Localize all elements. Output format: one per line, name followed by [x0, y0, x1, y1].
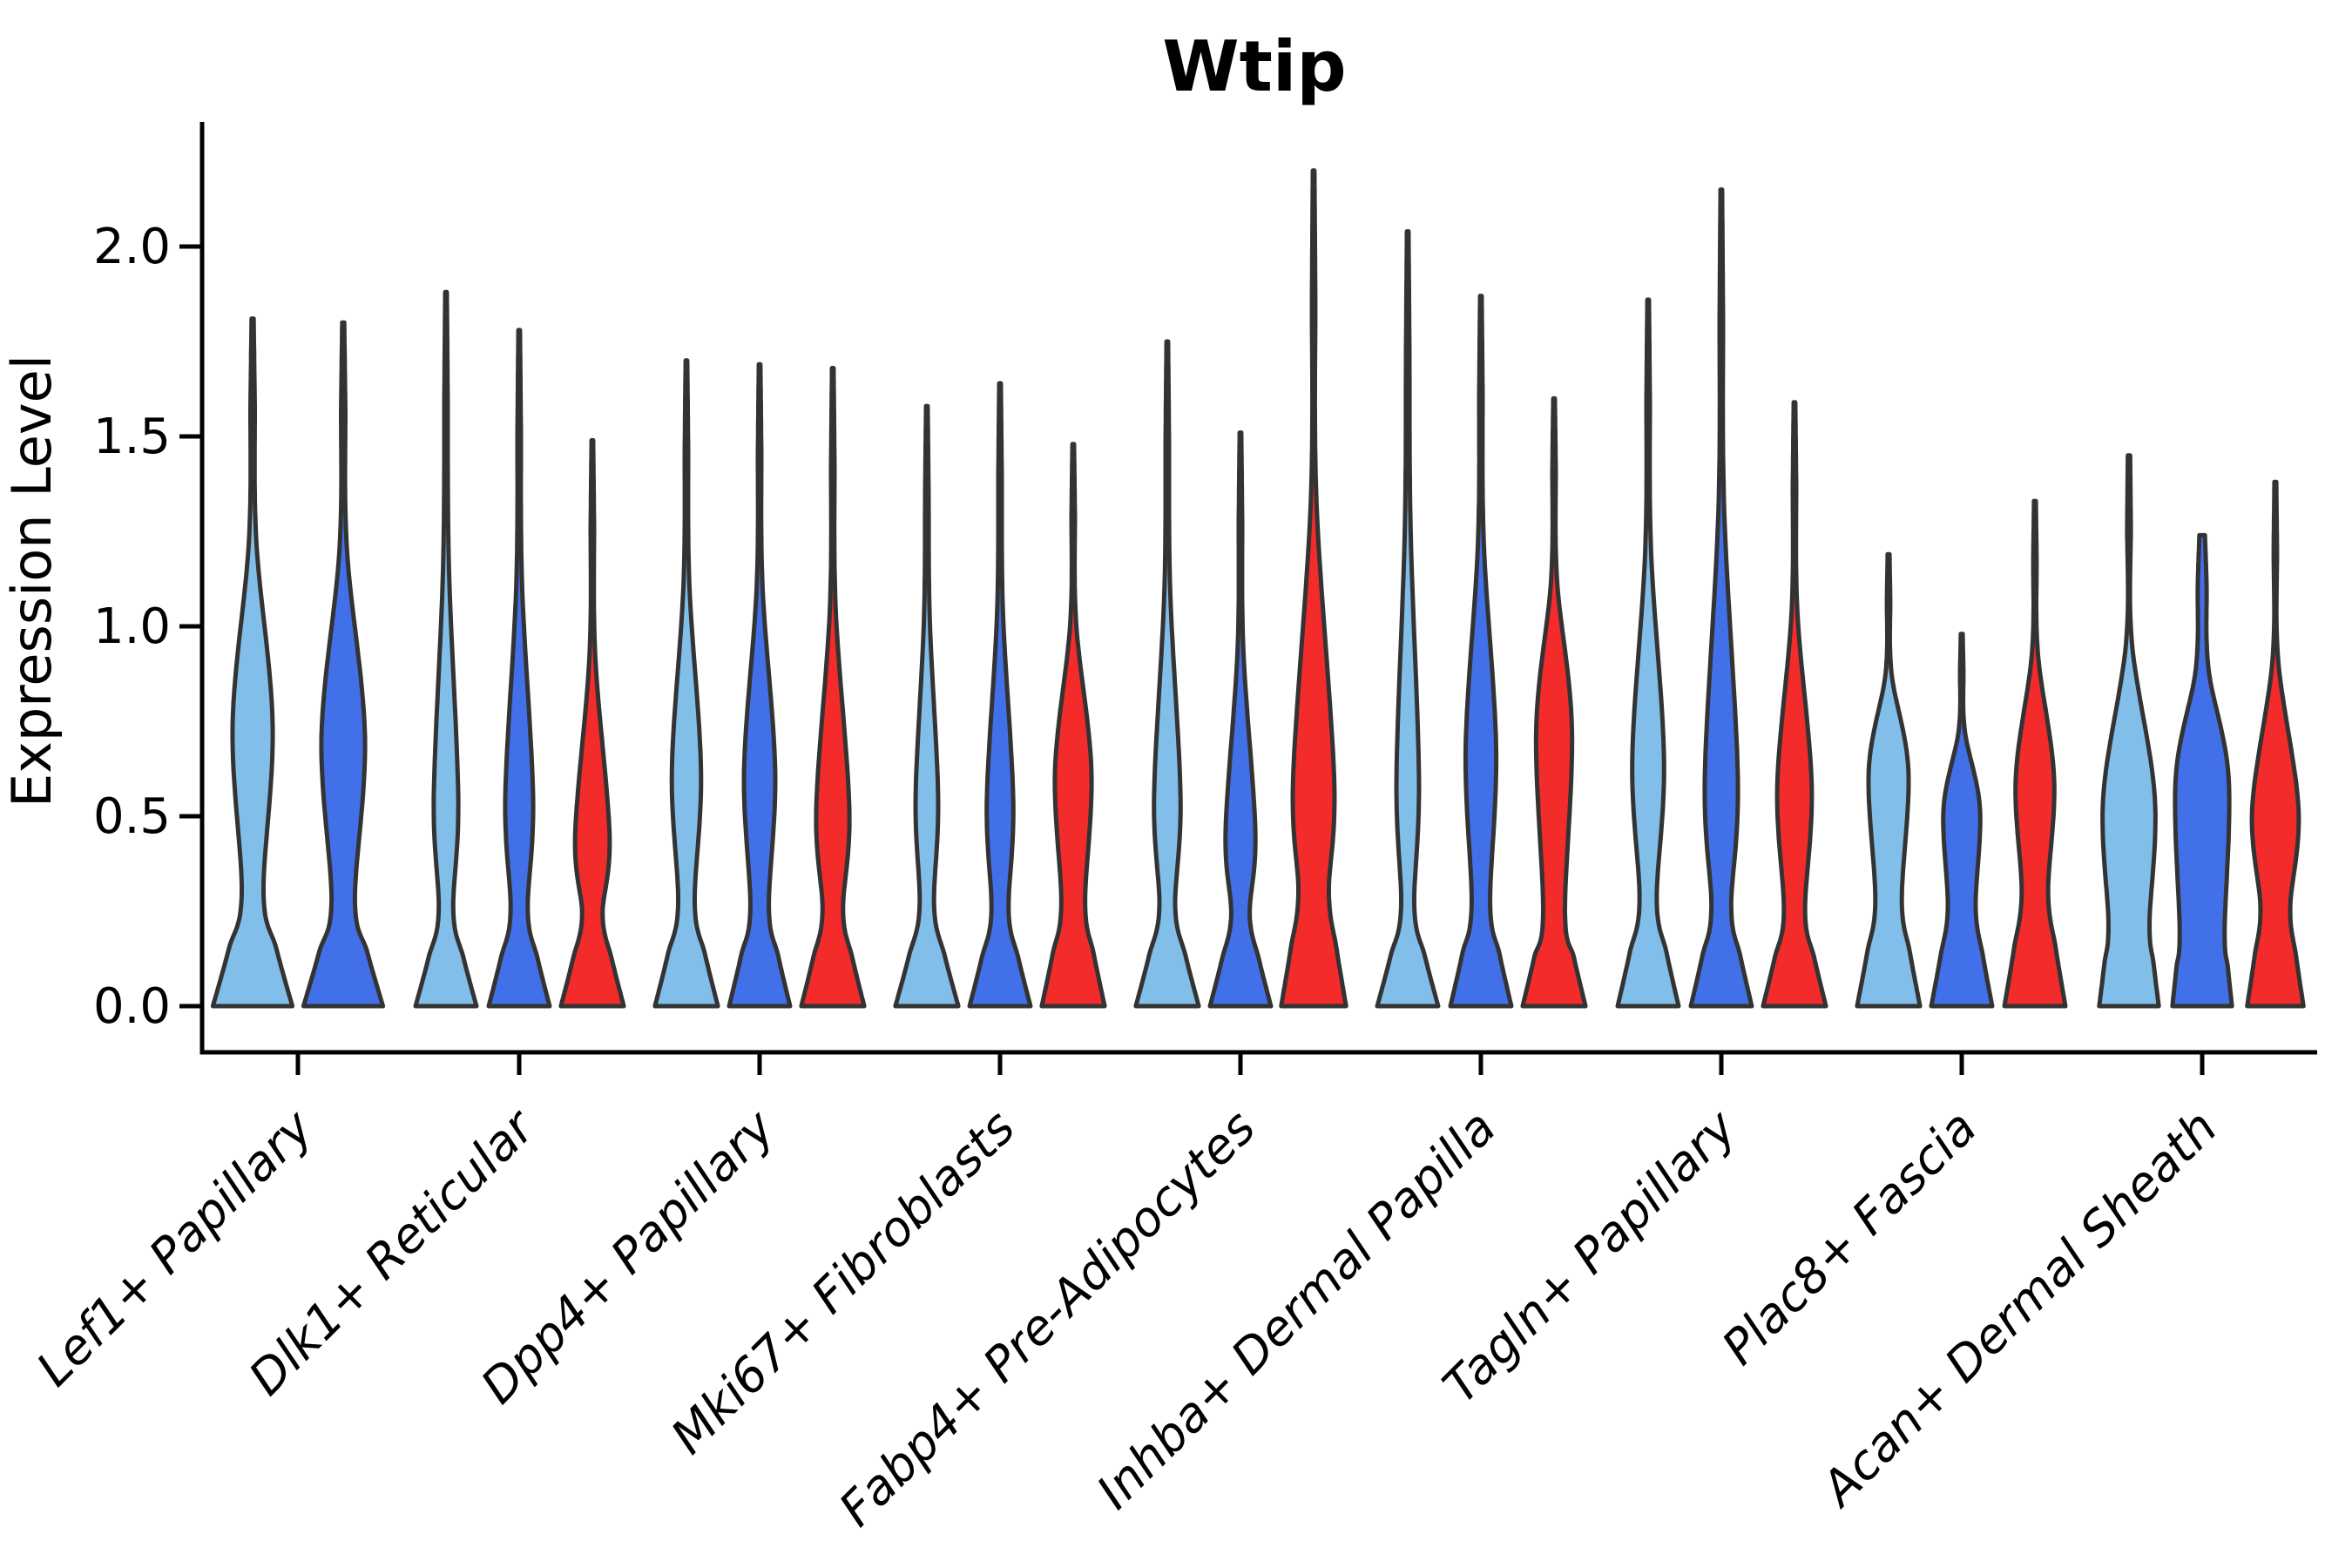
- violin-split2: [1688, 187, 1754, 1009]
- violin-split3: [558, 437, 626, 1009]
- violin-split1: [1375, 229, 1441, 1009]
- violin-split1: [1133, 339, 1201, 1009]
- y-tick-label: 0.5: [93, 788, 171, 845]
- violin-split2: [727, 362, 793, 1009]
- x-tick-label: Acan+ Dermal Sheath: [1809, 1099, 2228, 1518]
- violin-split3: [1761, 400, 1828, 1009]
- violin-split1: [1855, 551, 1923, 1009]
- violin-split2: [1207, 430, 1274, 1009]
- x-tick-label: Fabp4+ Pre-Adipocytes: [828, 1099, 1266, 1537]
- violin-split1: [1615, 297, 1681, 1009]
- y-tick-label: 2.0: [93, 219, 171, 275]
- y-tick-label: 0.0: [93, 978, 171, 1035]
- violin-split3: [1279, 168, 1348, 1009]
- y-axis-label: Expression Level: [0, 355, 64, 808]
- violin-split2: [1929, 632, 1995, 1009]
- violin-split3: [1039, 442, 1107, 1009]
- violin-split2: [486, 328, 552, 1009]
- y-tick-label: 1.0: [93, 598, 171, 655]
- x-tick-label: Inhba+ Dermal Papilla: [1086, 1099, 1506, 1519]
- violin-split2: [301, 320, 386, 1009]
- violin-split2: [967, 381, 1033, 1009]
- violin-split1: [652, 358, 720, 1009]
- violin-split3: [1520, 395, 1588, 1009]
- violin-split3: [2002, 498, 2068, 1009]
- violin-split3: [799, 366, 867, 1009]
- violin-split1: [210, 316, 295, 1009]
- violin-split1: [413, 289, 479, 1009]
- x-tick-label: Plac8+ Fascia: [1711, 1099, 1987, 1375]
- violin-split2: [1448, 294, 1514, 1009]
- violin-split1: [893, 403, 961, 1009]
- violin-split3: [2245, 479, 2306, 1009]
- violin-split1: [2097, 453, 2161, 1009]
- y-tick-label: 1.5: [93, 409, 171, 465]
- chart-title: Wtip: [1162, 26, 1346, 107]
- violin-split2: [2170, 532, 2234, 1009]
